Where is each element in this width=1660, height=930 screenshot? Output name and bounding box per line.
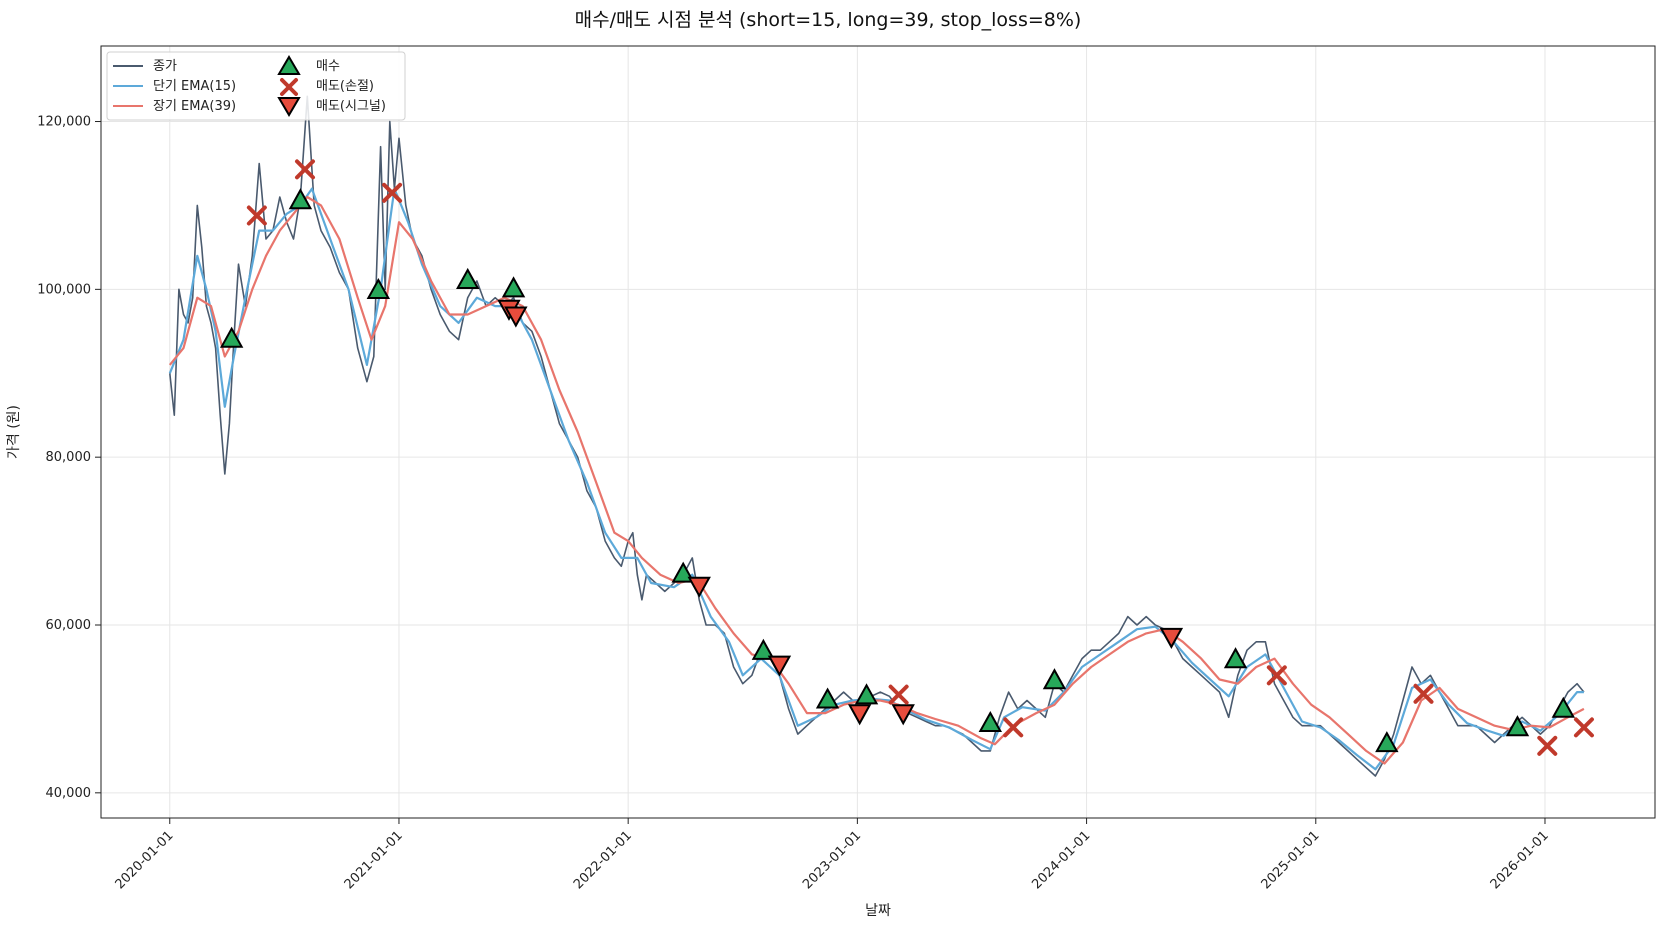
legend-close-label: 종가 bbox=[153, 59, 177, 74]
buy-marker bbox=[1042, 668, 1067, 690]
x-axis-label: 날짜 bbox=[865, 903, 891, 919]
sell-stop-marker bbox=[888, 684, 909, 705]
buy-marker bbox=[456, 267, 480, 289]
sell-signal-marker bbox=[767, 655, 792, 677]
y-tick-layer: 40,000 60,000 80,000 100,000 120,000 bbox=[37, 115, 101, 801]
sell-stop-marker bbox=[1003, 717, 1024, 738]
sell-signal-marker bbox=[1159, 627, 1184, 649]
close-price-line bbox=[169, 95, 1585, 777]
legend-buy-marker bbox=[277, 55, 301, 75]
marker-layer bbox=[219, 159, 1594, 756]
x-tick-label: 2025-01-01 bbox=[1259, 828, 1323, 892]
sell-signal-marker bbox=[891, 704, 915, 726]
legend-sell-signal-marker bbox=[277, 97, 301, 117]
buy-marker bbox=[288, 188, 313, 210]
x-tick-label: 2020-01-01 bbox=[113, 828, 177, 892]
y-tick-label: 80,000 bbox=[46, 450, 92, 465]
sell-stop-marker bbox=[1413, 683, 1434, 704]
plot-frame bbox=[100, 45, 1656, 819]
buy-marker bbox=[978, 710, 1003, 733]
buy-marker bbox=[751, 638, 776, 660]
y-tick-label: 100,000 bbox=[37, 282, 91, 297]
buy-marker bbox=[854, 683, 879, 705]
ema-short-line bbox=[168, 187, 1584, 771]
legend-sell-stop-marker bbox=[280, 78, 298, 96]
buy-marker bbox=[219, 326, 244, 348]
buy-marker bbox=[815, 687, 840, 709]
y-tick-label: 120,000 bbox=[37, 115, 91, 130]
chart-title: 매수/매도 시점 분석 (short=15, long=39, stop_los… bbox=[575, 9, 1082, 31]
legend-sell-signal-label: 매도(시그널) bbox=[316, 99, 386, 114]
series-layer bbox=[168, 95, 1585, 777]
y-tick-label: 60,000 bbox=[46, 618, 92, 633]
legend-ema-long-label: 장기 EMA(39) bbox=[153, 99, 236, 114]
sell-stop-marker bbox=[1537, 735, 1558, 756]
sell-stop-marker bbox=[1266, 665, 1287, 686]
legend-box bbox=[106, 51, 406, 121]
sell-signal-marker bbox=[687, 576, 711, 598]
grid-layer bbox=[101, 46, 1655, 818]
legend: 종가 단기 EMA(15) 장기 EMA(39) 매수 매도(손절) 매도(시그… bbox=[106, 51, 406, 121]
buy-marker bbox=[1223, 647, 1248, 669]
y-axis-label: 가격 (원) bbox=[6, 405, 22, 459]
x-tick-label: 2026-01-01 bbox=[1488, 828, 1552, 892]
sell-stop-marker bbox=[1573, 717, 1594, 738]
y-tick-label: 40,000 bbox=[46, 786, 92, 801]
ema-long-line bbox=[168, 195, 1585, 765]
x-tick-label: 2021-01-01 bbox=[342, 828, 406, 892]
x-tick-layer: 2020-01-01 2021-01-01 2022-01-01 2023-01-01… bbox=[113, 818, 1552, 892]
buy-marker bbox=[501, 276, 526, 298]
x-tick-label: 2023-01-01 bbox=[800, 828, 864, 892]
sell-stop-marker bbox=[382, 182, 403, 203]
buy-marker bbox=[1375, 731, 1399, 753]
x-tick-label: 2024-01-01 bbox=[1029, 828, 1093, 892]
x-tick-label: 2022-01-01 bbox=[571, 828, 635, 892]
buy-marker bbox=[1551, 696, 1576, 718]
legend-sell-stop-label: 매도(손절) bbox=[316, 79, 374, 94]
sell-signal-marker bbox=[847, 704, 872, 726]
sell-stop-marker bbox=[246, 205, 267, 226]
buy-marker bbox=[1505, 715, 1530, 737]
legend-buy-label: 매수 bbox=[316, 59, 340, 74]
buy-marker bbox=[366, 277, 391, 300]
sell-signal-marker bbox=[504, 306, 528, 328]
legend-ema-short-label: 단기 EMA(15) bbox=[153, 79, 236, 94]
sell-stop-marker bbox=[294, 159, 315, 180]
